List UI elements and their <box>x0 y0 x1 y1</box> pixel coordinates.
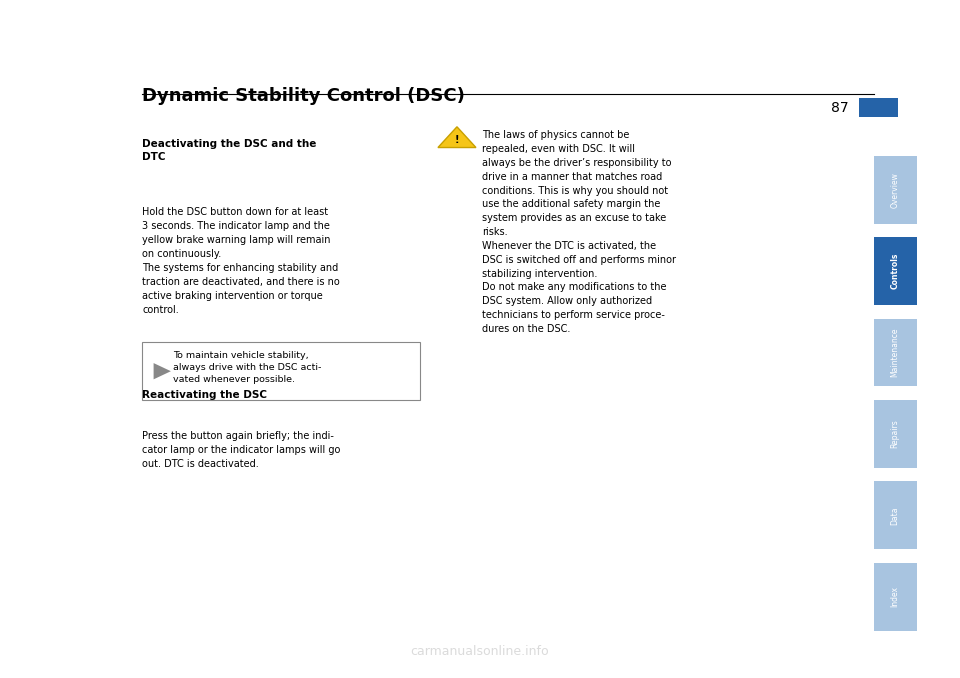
Text: Press the button again briefly; the indi-
cator lamp or the indicator lamps will: Press the button again briefly; the indi… <box>142 431 341 468</box>
Text: Data: Data <box>891 506 900 525</box>
FancyBboxPatch shape <box>859 98 898 117</box>
Text: 87: 87 <box>831 101 849 115</box>
Text: Deactivating the DSC and the
DTC: Deactivating the DSC and the DTC <box>142 139 317 162</box>
FancyBboxPatch shape <box>874 156 917 224</box>
Text: !: ! <box>455 135 459 144</box>
Text: Maintenance: Maintenance <box>891 327 900 378</box>
Text: Repairs: Repairs <box>891 420 900 448</box>
Text: Controls: Controls <box>891 253 900 290</box>
Text: carmanualsonline.info: carmanualsonline.info <box>411 645 549 658</box>
Polygon shape <box>154 363 171 380</box>
Text: The laws of physics cannot be
repealed, even with DSC. It will
always be the dri: The laws of physics cannot be repealed, … <box>482 130 676 334</box>
Text: Hold the DSC button down for at least
3 seconds. The indicator lamp and the
yell: Hold the DSC button down for at least 3 … <box>142 207 340 315</box>
FancyBboxPatch shape <box>874 481 917 549</box>
FancyBboxPatch shape <box>874 563 917 631</box>
Text: Index: Index <box>891 586 900 607</box>
FancyBboxPatch shape <box>874 237 917 305</box>
Text: Reactivating the DSC: Reactivating the DSC <box>142 390 267 400</box>
Text: Dynamic Stability Control (DSC): Dynamic Stability Control (DSC) <box>142 87 465 105</box>
Text: To maintain vehicle stability,
always drive with the DSC acti-
vated whenever po: To maintain vehicle stability, always dr… <box>173 351 322 384</box>
FancyBboxPatch shape <box>874 319 917 386</box>
FancyBboxPatch shape <box>874 400 917 468</box>
Text: Overview: Overview <box>891 172 900 207</box>
Polygon shape <box>438 127 476 148</box>
